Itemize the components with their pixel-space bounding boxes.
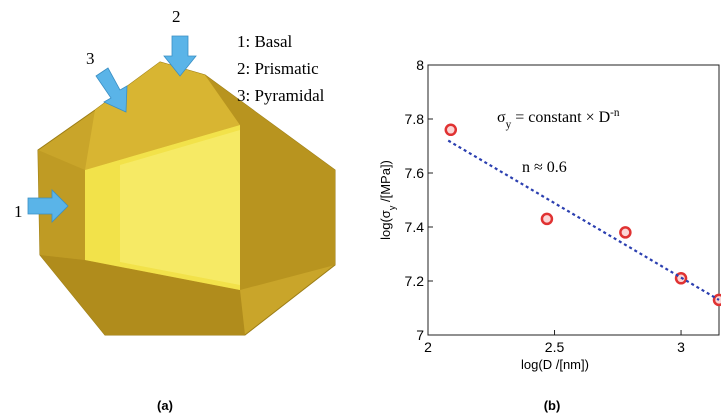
data-point: [540, 212, 554, 226]
y-tick-label: 7: [416, 327, 424, 343]
fit-line: [447, 139, 720, 301]
text-part: /[MPa]): [378, 160, 393, 206]
data-point: [444, 123, 458, 137]
text-part: σ: [497, 109, 506, 126]
text-part: -n: [610, 107, 620, 119]
panel-caption: (a): [157, 398, 173, 413]
y-tick-label: 8: [416, 57, 424, 73]
y-tick-label: 7.8: [405, 111, 425, 127]
arrow-label: 2: [172, 7, 181, 26]
y-axis-label: log(σy /[MPa]): [378, 160, 397, 240]
x-axis-label: log(D /[nm]): [521, 357, 589, 372]
text-part: y: [387, 205, 397, 210]
annotation: n ≈ 0.6: [522, 159, 567, 176]
arrows: [27, 35, 197, 223]
x-tick-label: 2.5: [545, 339, 565, 355]
legend-entry: 1: Basal: [237, 32, 293, 51]
y-tick-label: 7.4: [405, 219, 425, 235]
plot-frame: [427, 64, 720, 336]
annotation: σy = constant × D-n: [497, 107, 620, 131]
text-part: y: [506, 119, 512, 131]
x-tick-label: 2: [424, 339, 432, 355]
crystal: [37, 61, 336, 336]
legend-entry: 3: Pyramidal: [237, 86, 325, 105]
text-part: = constant × D: [511, 109, 610, 126]
y-tick-label: 7.2: [405, 273, 425, 289]
arrow-label: 1: [14, 202, 23, 221]
arrow-label: 3: [86, 49, 95, 68]
panel-caption: (b): [544, 398, 561, 413]
data-point: [619, 226, 632, 239]
legend-entry: 2: Prismatic: [237, 59, 319, 78]
x-tick-label: 3: [677, 339, 685, 355]
text-part: log(σ: [378, 210, 393, 240]
text-part: n ≈ 0.6: [522, 159, 567, 176]
y-tick-label: 7.6: [405, 165, 425, 181]
